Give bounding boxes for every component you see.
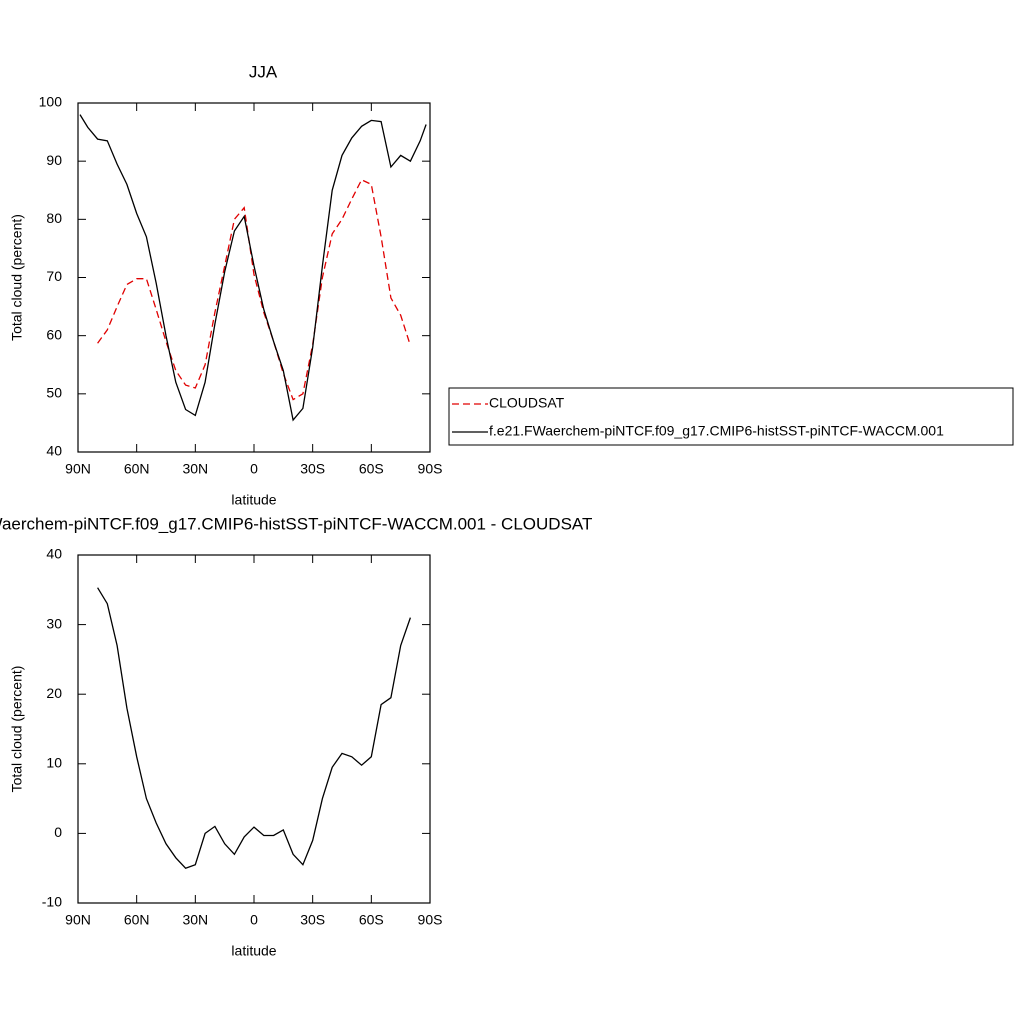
y-tick-label: 10 [46,755,62,771]
x-tick-label: 90S [418,912,443,928]
series-line [79,114,427,422]
plot: 90N 60N 30N 0 30S 60S 90S -10 0 10 20 30 40 f.e21.FWa… [0,514,592,958]
legend-label: CLOUDSAT [489,395,565,411]
y-tick-label: 40 [46,443,62,459]
y-tick-label: 80 [46,210,62,226]
x-tick-label: 30N [182,461,208,477]
x-tick-label: 30N [182,912,208,928]
x-tick-label: 60N [124,912,150,928]
y-tick-label: 30 [46,615,62,631]
x-tick-label: 90N [65,912,91,928]
x-tick-label: 90N [65,461,91,477]
y-axis-label: Total cloud (percent) [9,666,25,793]
y-tick-label: 50 [46,385,62,401]
legend: CLOUDSAT f.e21.FWaerchem-piNTCF.f09_g17.C… [448,387,1014,446]
x-tick-label: 60S [359,912,384,928]
series-line [97,587,412,869]
plot: 90N 60N 30N 0 30S 60S 90S 40 50 60 70 80 90 100 JJA lat… [9,62,443,507]
chart-title: f.e21.FWaerchem-piNTCF.f09_g17.CMIP6-his… [0,514,592,533]
x-tick-label: 30S [300,912,325,928]
chart-title: JJA [249,62,278,81]
x-axis-label: latitude [231,943,276,959]
plot-frame [77,102,431,453]
x-tick-label: 0 [250,912,258,928]
y-tick-label: 70 [46,268,62,284]
y-tick-label: 0 [54,824,62,840]
legend-box [448,387,1014,446]
x-tick-label: 90S [418,461,443,477]
y-tick-label: 90 [46,152,62,168]
legend-label: f.e21.FWaerchem-piNTCF.f09_g17.CMIP6-his… [489,423,944,439]
y-tick-label: 40 [46,546,62,562]
x-axis-label: latitude [231,492,276,508]
x-tick-label: 60S [359,461,384,477]
series-line [97,178,412,401]
y-tick-label: 20 [46,685,62,701]
y-axis-label: Total cloud (percent) [9,214,25,341]
x-tick-label: 0 [250,461,258,477]
y-tick-label: -10 [42,894,62,910]
y-tick-label: 100 [39,94,63,110]
y-tick-label: 60 [46,326,62,342]
x-tick-label: 30S [300,461,325,477]
x-tick-label: 60N [124,461,150,477]
